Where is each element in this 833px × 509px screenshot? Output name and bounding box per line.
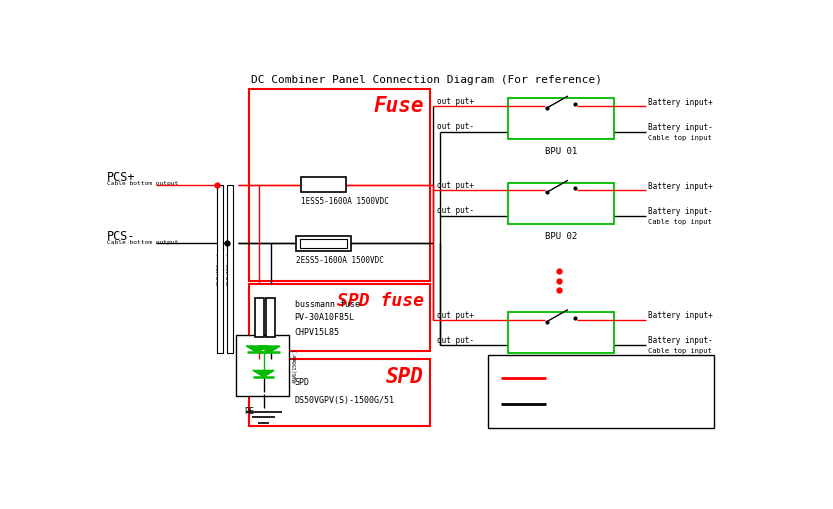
Text: DC power cable -: DC power cable -	[553, 400, 653, 409]
Text: 1ESS5-1600A 1500VDC: 1ESS5-1600A 1500VDC	[301, 197, 389, 206]
Text: Battery input-: Battery input-	[648, 336, 713, 346]
Text: out put+: out put+	[436, 310, 474, 320]
Bar	[255, 298, 263, 337]
Text: 4AWG(150mm²): 4AWG(150mm²)	[292, 349, 297, 383]
Bar	[301, 177, 347, 192]
Text: PCS+: PCS+	[107, 171, 136, 184]
Bar	[300, 239, 347, 248]
Text: Cable bottom output: Cable bottom output	[107, 240, 178, 245]
Polygon shape	[253, 371, 274, 377]
Text: Disconnector: Disconnector	[531, 205, 591, 214]
Text: BPU 10: BPU 10	[545, 361, 577, 370]
Bar	[217, 185, 223, 353]
Text: Disconnector: Disconnector	[531, 121, 591, 130]
Text: Cable top input: Cable top input	[648, 135, 712, 141]
Bar	[249, 359, 430, 426]
Text: out put-: out put-	[436, 123, 474, 131]
Text: PCS-: PCS-	[107, 230, 136, 243]
Text: out put-: out put-	[436, 206, 474, 215]
Bar	[297, 236, 351, 251]
Bar	[507, 183, 614, 224]
Text: SPD fuse: SPD fuse	[337, 292, 424, 310]
Text: out put+: out put+	[436, 181, 474, 190]
Text: Battery input-: Battery input-	[648, 207, 713, 216]
Bar	[237, 335, 289, 396]
Text: Cable top input: Cable top input	[648, 348, 712, 354]
Text: Cable bottom output: Cable bottom output	[107, 181, 178, 186]
Polygon shape	[247, 346, 267, 352]
Text: Battery input+: Battery input+	[648, 182, 713, 191]
Text: PE: PE	[244, 407, 254, 416]
Text: out put-: out put-	[436, 335, 474, 345]
Text: SPD: SPD	[386, 367, 424, 387]
Text: SPD: SPD	[295, 378, 310, 387]
Text: 4AWG(150mm²): 4AWG(150mm²)	[217, 251, 222, 286]
Text: CHPV15L85: CHPV15L85	[295, 328, 340, 337]
Text: BPU 01: BPU 01	[545, 147, 577, 156]
Text: out put+: out put+	[436, 97, 474, 106]
Text: Fuse: Fuse	[373, 96, 424, 117]
Bar	[507, 312, 614, 353]
Text: Battery input+: Battery input+	[648, 312, 713, 320]
Bar	[249, 89, 430, 280]
Bar	[249, 285, 430, 351]
Text: DC power cable +: DC power cable +	[553, 373, 653, 383]
Text: DS50VGPV(S)-1500G/51: DS50VGPV(S)-1500G/51	[295, 396, 395, 405]
Text: PV-30A10F85L: PV-30A10F85L	[295, 314, 355, 322]
Text: Battery input+: Battery input+	[648, 98, 713, 107]
Text: 4AWG(150mm²): 4AWG(150mm²)	[227, 251, 232, 286]
Text: Disconnector: Disconnector	[531, 334, 591, 343]
Text: Cable top input: Cable top input	[648, 219, 712, 225]
Text: Battery input-: Battery input-	[648, 123, 713, 132]
Text: 2ESS5-1600A 1500VDC: 2ESS5-1600A 1500VDC	[297, 256, 384, 265]
Bar	[267, 298, 275, 337]
Text: bussmann fuse: bussmann fuse	[295, 300, 360, 309]
Polygon shape	[259, 346, 280, 352]
Text: DC Combiner Panel Connection Diagram (For reference): DC Combiner Panel Connection Diagram (Fo…	[252, 75, 602, 85]
Bar	[488, 355, 714, 428]
Text: BPU 02: BPU 02	[545, 232, 577, 241]
Bar	[507, 98, 614, 139]
Bar	[227, 185, 232, 353]
